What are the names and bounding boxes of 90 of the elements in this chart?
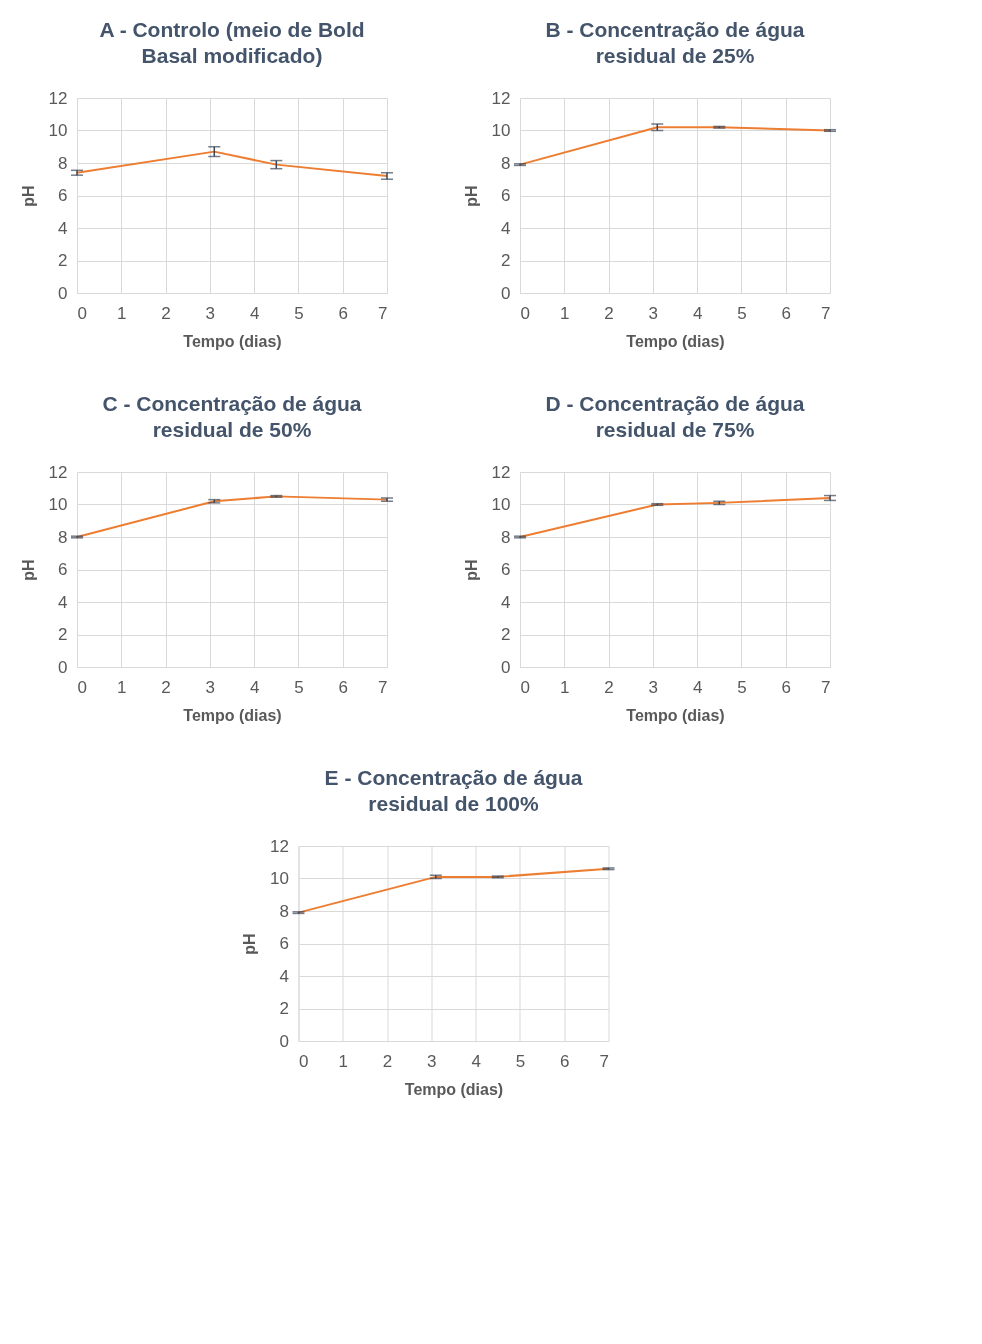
y-tick-label: 2 (58, 625, 68, 644)
y-tick-label: 0 (58, 657, 68, 677)
x-tick-label: 7 (821, 303, 831, 323)
x-tick-label: 1 (560, 677, 570, 697)
y-tick-label: 8 (58, 153, 68, 173)
x-tick-label: 7 (378, 303, 388, 323)
x-tick-label: 6 (781, 303, 791, 323)
x-tick-label: 0 (77, 303, 87, 323)
y-tick-label: 0 (279, 1031, 289, 1051)
x-tick-label: 3 (205, 677, 216, 697)
x-tick-label: 2 (604, 303, 614, 323)
x-tick-label: 4 (471, 1051, 481, 1071)
x-axis-title: Tempo (dias) (404, 1080, 504, 1098)
y-tick-label: 10 (491, 495, 511, 514)
x-tick-label: 6 (781, 677, 791, 697)
chart-title: C - Concentração de água residual de 50% (102, 392, 362, 441)
x-tick-label: 7 (821, 677, 831, 697)
x-tick-label: 4 (249, 303, 260, 323)
x-tick-label: 3 (205, 303, 216, 323)
x-tick-label: 5 (294, 303, 304, 323)
x-tick-label: 0 (299, 1051, 309, 1071)
y-tick-label: 12 (491, 88, 511, 108)
y-tick-label: 4 (279, 966, 289, 986)
x-tick-label: 4 (692, 303, 703, 323)
x-tick-label: 5 (737, 677, 747, 697)
x-tick-label: 0 (520, 303, 530, 323)
x-tick-label: 6 (559, 1051, 570, 1071)
y-tick-label: 8 (279, 901, 289, 921)
y-tick-label: 2 (501, 251, 511, 270)
y-tick-label: 4 (58, 592, 68, 612)
y-tick-label: 10 (48, 495, 68, 514)
y-tick-label: 12 (48, 462, 68, 482)
y-tick-label: 10 (48, 121, 68, 140)
chart-title: B - Concentração de água residual de 25% (545, 18, 805, 67)
y-tick-label: 0 (501, 657, 511, 677)
y-tick-label: 12 (270, 836, 289, 856)
x-tick-label: 3 (427, 1051, 437, 1071)
chart-title: D - Concentração de água residual de 75% (545, 392, 805, 441)
x-tick-label: 1 (338, 1051, 349, 1071)
y-tick-label: 4 (501, 592, 511, 612)
x-tick-label: 5 (515, 1051, 526, 1071)
y-tick-label: 2 (501, 625, 511, 644)
x-tick-label: 3 (648, 677, 659, 697)
y-tick-label: 8 (501, 153, 511, 173)
x-tick-label: 4 (249, 677, 260, 697)
y-tick-label: 8 (501, 527, 511, 547)
y-tick-label: 6 (58, 186, 68, 205)
x-tick-label: 0 (77, 677, 87, 697)
y-axis-title: pH (241, 933, 259, 955)
chart-title: A - Controlo (meio de Bold Basal modificado) (99, 18, 365, 67)
x-tick-label: 5 (294, 677, 304, 697)
x-tick-label: 6 (338, 303, 348, 323)
y-tick-label: 12 (491, 462, 511, 482)
x-tick-label: 1 (560, 303, 570, 323)
y-axis-title: pH (19, 559, 37, 581)
y-tick-label: 6 (501, 560, 511, 579)
y-tick-label: 6 (501, 186, 511, 205)
y-tick-label: 8 (58, 527, 68, 547)
x-tick-label: 3 (648, 303, 659, 323)
y-axis-title: pH (462, 559, 480, 581)
x-tick-label: 2 (161, 677, 171, 697)
y-tick-label: 0 (501, 283, 511, 303)
y-tick-label: 10 (491, 121, 511, 140)
x-tick-label: 7 (599, 1051, 609, 1071)
x-axis-title: Tempo (dias) (626, 706, 725, 724)
y-tick-label: 6 (58, 560, 68, 579)
y-tick-label: 0 (58, 283, 68, 303)
chart-title: E - Concentração de água residual de 100% (324, 766, 583, 815)
y-axis-title: pH (462, 185, 480, 207)
x-tick-label: 0 (520, 677, 530, 697)
x-tick-label: 2 (604, 677, 614, 697)
y-axis-title: pH (19, 185, 37, 207)
x-tick-label: 5 (737, 303, 747, 323)
x-tick-label: 1 (117, 303, 127, 323)
x-tick-label: 6 (338, 677, 348, 697)
y-tick-label: 4 (58, 218, 68, 238)
y-tick-label: 12 (48, 88, 68, 108)
y-tick-label: 2 (279, 999, 289, 1018)
x-axis-title: Tempo (dias) (183, 706, 282, 724)
x-axis-title: Tempo (dias) (626, 332, 725, 350)
x-tick-label: 2 (161, 303, 171, 323)
x-tick-label: 4 (692, 677, 703, 697)
y-tick-label: 6 (279, 934, 289, 953)
y-tick-label: 4 (501, 218, 511, 238)
x-tick-label: 1 (117, 677, 127, 697)
x-tick-label: 7 (378, 677, 388, 697)
x-tick-label: 2 (382, 1051, 393, 1071)
y-tick-label: 2 (58, 251, 68, 270)
y-tick-label: 10 (270, 869, 289, 888)
x-axis-title: Tempo (dias) (183, 332, 282, 350)
